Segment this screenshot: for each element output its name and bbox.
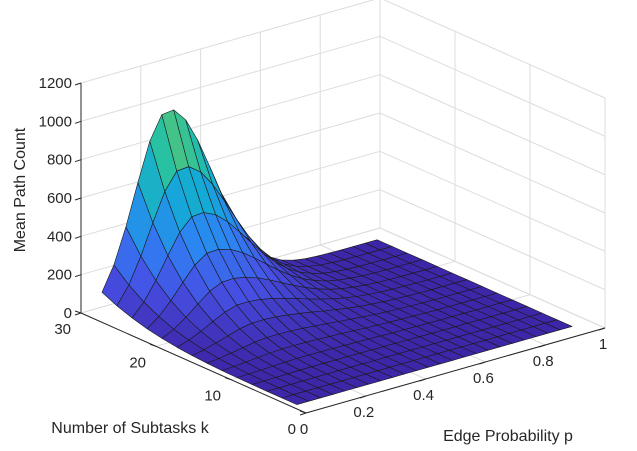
x-tick-mark — [479, 361, 486, 365]
x-tick-label: 0.2 — [353, 404, 374, 421]
z-tick-mark — [74, 197, 82, 201]
grid-line — [80, 112, 381, 199]
z-tick-label: 600 — [47, 190, 72, 207]
z-tick-label: 800 — [47, 152, 72, 169]
z-tick-mark — [74, 159, 82, 163]
z-tick-label: 0 — [64, 305, 72, 322]
x-tick-mark — [299, 412, 307, 416]
grid-line — [80, 74, 381, 161]
x-axis-line — [305, 327, 606, 414]
grid-line — [80, 35, 381, 122]
y-tick-label: 10 — [204, 388, 221, 405]
x-axis-label: Edge Probability p — [443, 428, 573, 445]
grid-line — [379, 227, 606, 329]
y-tick-mark — [299, 410, 307, 414]
x-tick-mark — [598, 327, 606, 331]
z-axis-label: Mean Path Count — [12, 127, 29, 252]
y-tick-label: 20 — [129, 354, 146, 371]
grid-line — [379, 74, 606, 176]
grid-line — [80, 0, 375, 84]
z-tick-label: 1000 — [39, 113, 72, 130]
z-tick-label: 400 — [47, 228, 72, 245]
y-tick-mark — [149, 343, 157, 347]
surface-patch — [544, 319, 573, 331]
z-tick-mark — [74, 235, 82, 239]
tick-labels: 00.20.40.60.8101020300200400600800100012… — [39, 75, 608, 438]
z-tick-mark — [74, 274, 82, 278]
y-tick-mark — [74, 310, 82, 314]
x-tick-mark — [419, 378, 426, 382]
z-tick-label: 1200 — [39, 75, 72, 92]
grid-line — [379, 150, 606, 252]
z-tick-mark — [74, 120, 82, 124]
grid-line — [383, 0, 606, 99]
x-tick-label: 1 — [599, 336, 607, 353]
grid-line — [379, 189, 606, 291]
z-tick-label: 200 — [47, 267, 72, 284]
grid-line — [379, 112, 606, 214]
y-axis-line — [80, 312, 307, 414]
y-tick-label: 30 — [54, 321, 71, 338]
surface-mesh — [101, 109, 573, 405]
y-axis-label: Number of Subtasks k — [51, 420, 209, 437]
x-tick-mark — [359, 395, 366, 399]
x-tick-mark — [539, 344, 546, 348]
x-tick-label: 0.4 — [413, 387, 434, 404]
y-tick-label: 0 — [288, 421, 296, 438]
z-tick-mark — [74, 82, 82, 86]
z-tick-mark — [74, 312, 82, 316]
x-tick-label: 0 — [300, 421, 308, 438]
grid-line — [379, 35, 606, 137]
axes-frame — [74, 82, 606, 416]
x-tick-label: 0.6 — [473, 370, 494, 387]
x-tick-label: 0.8 — [533, 353, 554, 370]
y-tick-mark — [224, 377, 232, 381]
